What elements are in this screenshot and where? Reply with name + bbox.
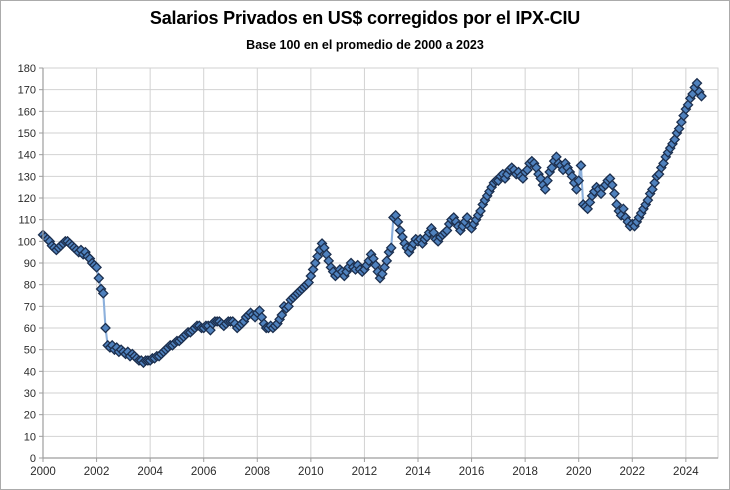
- data-point-marker: [606, 179, 618, 191]
- x-tick-label: 2008: [244, 466, 270, 478]
- x-tick-label: 2012: [352, 466, 378, 478]
- data-point-marker: [392, 216, 404, 228]
- data-point-marker: [584, 196, 596, 208]
- data-point-marker: [93, 272, 105, 284]
- y-tick-label: 120: [18, 193, 36, 205]
- data-point-marker: [691, 77, 703, 89]
- data-point-marker: [100, 322, 111, 334]
- data-point-marker: [91, 261, 102, 273]
- chart-title: Salarios Privados en US$ corregidos por …: [149, 8, 581, 28]
- data-point-marker: [521, 164, 533, 176]
- x-tick-label: 2004: [137, 466, 163, 478]
- y-tick-label: 100: [18, 236, 36, 248]
- x-tick-label: 2024: [673, 466, 699, 478]
- data-point-marker: [441, 225, 453, 236]
- x-tick-label: 2002: [84, 466, 110, 478]
- y-tick-label: 130: [18, 171, 36, 183]
- y-tick-label: 40: [24, 366, 36, 378]
- y-tick-label: 10: [24, 431, 36, 443]
- data-point-marker: [573, 175, 585, 187]
- data-point-marker: [539, 183, 551, 195]
- data-point-marker: [658, 157, 669, 169]
- y-tick-label: 140: [18, 150, 36, 162]
- series-line: [42, 82, 703, 364]
- y-tick-label: 20: [24, 410, 36, 422]
- data-point-marker: [381, 255, 393, 267]
- data-point-marker: [542, 175, 553, 187]
- x-tick-label: 2020: [566, 466, 592, 478]
- data-point-marker: [649, 177, 661, 189]
- y-tick-label: 70: [24, 301, 36, 313]
- y-tick-label: 170: [18, 85, 36, 97]
- y-tick-label: 90: [24, 258, 36, 270]
- y-tick-label: 150: [18, 128, 36, 140]
- data-point-marker: [461, 212, 473, 223]
- x-tick-label: 2006: [191, 466, 217, 478]
- data-point-marker: [546, 162, 558, 174]
- data-point-marker: [276, 309, 288, 321]
- x-tick-label: 2022: [619, 466, 645, 478]
- data-point-marker: [646, 183, 658, 195]
- data-point-marker: [517, 173, 529, 184]
- data-point-marker: [609, 188, 620, 200]
- data-point-marker: [97, 287, 109, 299]
- data-point-marker: [617, 203, 629, 215]
- x-tick-label: 2010: [298, 466, 324, 478]
- data-point-marker: [571, 183, 582, 195]
- x-tick-label: 2000: [30, 466, 56, 478]
- y-tick-label: 30: [24, 388, 36, 400]
- data-point-marker: [283, 300, 294, 312]
- y-tick-label: 0: [30, 453, 36, 465]
- data-point-marker: [582, 203, 594, 215]
- chart-subtitle: Base 100 en el promedio de 2000 a 2023: [246, 38, 484, 52]
- x-tick-label: 2016: [459, 466, 485, 478]
- data-point-marker: [376, 268, 388, 280]
- x-tick-label: 2018: [512, 466, 538, 478]
- data-point-marker: [696, 90, 707, 102]
- y-tick-label: 50: [24, 345, 36, 357]
- data-point-marker: [385, 242, 397, 254]
- x-tick-label: 2014: [405, 466, 431, 478]
- y-tick-label: 180: [18, 63, 36, 75]
- data-point-marker: [312, 251, 323, 262]
- y-tick-label: 80: [24, 280, 36, 292]
- data-point-marker: [575, 160, 587, 171]
- data-point-marker: [379, 261, 390, 273]
- y-tick-label: 110: [18, 215, 36, 227]
- y-tick-label: 160: [18, 106, 36, 118]
- y-tick-label: 60: [24, 323, 36, 335]
